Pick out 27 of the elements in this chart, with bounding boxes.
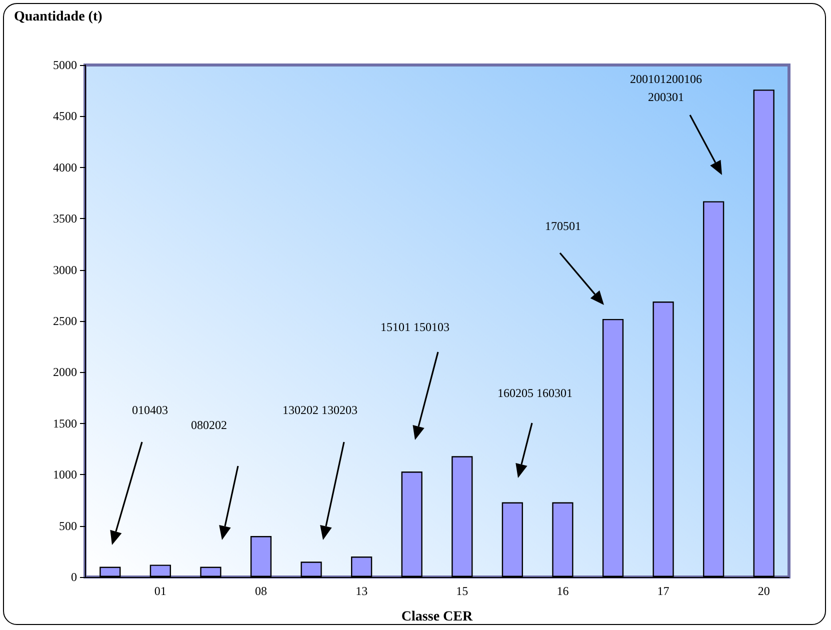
y-tick-label: 4000 <box>53 160 77 174</box>
y-tick-label: 1000 <box>53 468 77 482</box>
y-tick-label: 5000 <box>53 58 77 72</box>
y-tick-label: 4500 <box>53 109 77 124</box>
x-tick-label: 01 <box>154 584 166 598</box>
x-tick-label: 08 <box>255 584 267 598</box>
annotation: 080202 <box>191 418 227 432</box>
annotation: 130202 130203 <box>282 403 358 417</box>
y-tick-label: 3500 <box>53 212 77 226</box>
x-tick-label: 20 <box>758 584 770 598</box>
x-tick-label: 16 <box>556 584 569 598</box>
y-tick-label: 2500 <box>53 314 77 328</box>
x-axis-title: Classe CER <box>401 610 474 624</box>
y-tick-label: 500 <box>59 518 77 533</box>
annotation: 15101 150103 <box>380 320 450 334</box>
y-tick-label: 1500 <box>53 416 77 430</box>
x-tick-label: 17 <box>657 584 670 598</box>
y-axis-title: Quantidade (t) <box>14 10 103 24</box>
annotation: 200101200106 200301 <box>630 72 702 104</box>
x-tick-label: 13 <box>356 584 368 598</box>
y-tick-label: 2000 <box>53 365 77 380</box>
annotation: 010403 <box>132 403 168 417</box>
y-tick-label: 0 <box>71 570 77 584</box>
x-tick-label: 15 <box>456 584 468 598</box>
annotation: 170501 <box>545 219 581 233</box>
y-tick-label: 3000 <box>53 262 77 277</box>
annotation: 160205 160301 <box>498 386 572 400</box>
